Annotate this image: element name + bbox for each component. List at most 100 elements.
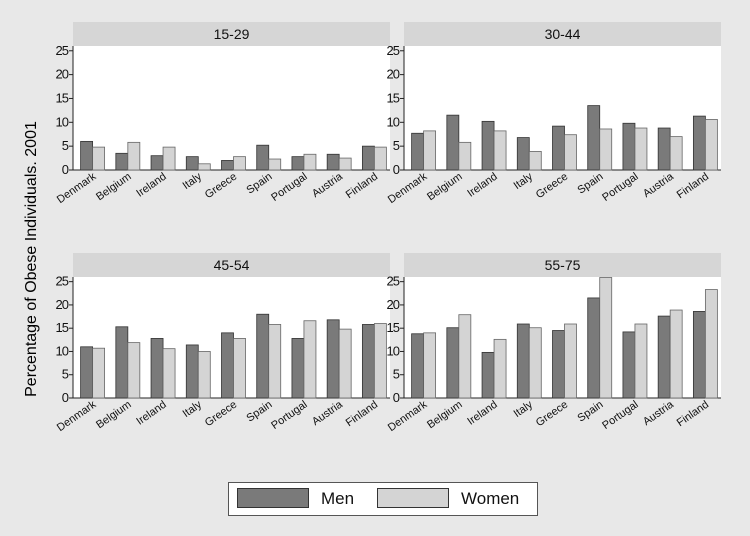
- x-tick-label: Austria: [641, 170, 677, 200]
- x-tick-label: Belgium: [94, 171, 133, 204]
- x-tick-label: Austria: [641, 398, 677, 428]
- bar-men-finland: [692, 115, 706, 171]
- y-tick-label: 25: [387, 43, 400, 58]
- bar-women-greece: [233, 156, 246, 171]
- bar-women-portugal: [634, 323, 648, 399]
- x-tick-label: Portugal: [600, 399, 640, 432]
- y-tick-label: 0: [393, 162, 400, 177]
- x-tick-label: Finland: [344, 171, 380, 202]
- bar-women-ireland: [493, 338, 507, 399]
- x-tick-label: Belgium: [425, 171, 464, 204]
- panel-header: [73, 22, 390, 46]
- bar-men-austria: [657, 315, 671, 399]
- bar-women-finland: [704, 289, 718, 399]
- bar-men-italy: [185, 156, 199, 171]
- bar-women-austria: [338, 157, 352, 171]
- y-tick-label: 5: [62, 367, 69, 382]
- bar-men-portugal: [622, 122, 636, 171]
- bar-women-belgium: [458, 314, 472, 399]
- bar-men-austria: [657, 127, 671, 171]
- x-tick-label: Greece: [534, 171, 570, 202]
- bar-women-greece: [564, 323, 577, 399]
- x-tick-label: Ireland: [465, 171, 499, 200]
- x-tick-label: Ireland: [134, 171, 168, 200]
- bar-men-finland: [692, 311, 706, 399]
- panel-title: 15-29: [214, 26, 250, 42]
- bar-women-ireland: [162, 348, 176, 399]
- bar-women-belgium: [127, 342, 141, 399]
- panel-title: 55-75: [545, 257, 581, 273]
- bar-men-ireland: [481, 120, 495, 171]
- y-tick-label: 0: [62, 162, 69, 177]
- legend-swatch-men: [237, 488, 309, 508]
- bar-women-spain: [268, 158, 282, 171]
- x-tick-label: Austria: [310, 398, 346, 428]
- y-tick-label: 10: [387, 343, 400, 358]
- bar-men-greece: [221, 332, 234, 399]
- bar-men-portugal: [622, 331, 636, 399]
- y-tick-label: 15: [56, 320, 69, 335]
- x-tick-label: Ireland: [465, 399, 499, 428]
- bar-women-italy: [197, 351, 211, 399]
- bar-men-finland: [361, 145, 375, 171]
- y-axis-label: Percentage of Obese Individuals. 2001: [23, 121, 40, 397]
- bar-women-portugal: [303, 320, 317, 399]
- bar-men-austria: [326, 153, 340, 171]
- bar-men-belgium: [446, 327, 460, 399]
- bar-women-greece: [564, 134, 577, 171]
- bar-women-finland: [373, 146, 387, 171]
- x-tick-label: Italy: [512, 398, 536, 420]
- y-tick-label: 10: [56, 114, 69, 129]
- y-tick-label: 20: [387, 67, 400, 82]
- bar-women-italy: [197, 163, 211, 171]
- bar-women-portugal: [303, 153, 317, 171]
- y-tick-label: 0: [393, 390, 400, 405]
- x-tick-label: Italy: [512, 170, 536, 192]
- bar-men-portugal: [291, 156, 305, 171]
- panel-header: [73, 253, 390, 277]
- bar-men-italy: [185, 344, 199, 399]
- bar-men-greece: [552, 330, 565, 399]
- bar-men-belgium: [115, 326, 129, 399]
- bar-men-denmark: [80, 140, 94, 171]
- bar-men-portugal: [291, 338, 305, 399]
- bar-men-austria: [326, 319, 340, 399]
- legend-label-women: Women: [461, 489, 520, 508]
- x-tick-label: Belgium: [425, 399, 464, 432]
- panel-title: 30-44: [545, 26, 581, 42]
- y-tick-label: 15: [387, 90, 400, 105]
- bar-men-denmark: [411, 132, 425, 171]
- bar-women-italy: [528, 327, 542, 399]
- x-tick-label: Belgium: [94, 399, 133, 432]
- x-tick-label: Finland: [675, 171, 711, 202]
- bar-women-finland: [704, 119, 718, 171]
- x-tick-label: Greece: [203, 171, 239, 202]
- x-tick-label: Ireland: [134, 399, 168, 428]
- bar-women-denmark: [423, 130, 437, 171]
- panel-title: 45-54: [214, 257, 250, 273]
- bar-women-austria: [669, 136, 683, 171]
- bar-women-spain: [599, 277, 613, 399]
- panel-header: [404, 253, 721, 277]
- x-tick-label: Greece: [203, 399, 239, 430]
- bar-men-belgium: [446, 114, 460, 171]
- x-tick-label: Portugal: [600, 171, 640, 204]
- bar-men-spain: [587, 105, 601, 171]
- legend-swatch-women: [377, 488, 449, 508]
- bar-women-portugal: [634, 127, 648, 171]
- y-tick-label: 25: [56, 274, 69, 289]
- panel-header: [404, 22, 721, 46]
- x-tick-label: Italy: [181, 170, 205, 192]
- bar-women-ireland: [162, 146, 176, 171]
- bar-women-denmark: [92, 146, 106, 171]
- x-tick-label: Finland: [675, 399, 711, 430]
- plot-area: [73, 46, 390, 170]
- bar-men-denmark: [80, 346, 94, 399]
- bar-women-greece: [233, 338, 246, 399]
- y-tick-label: 5: [393, 367, 400, 382]
- bar-women-spain: [599, 128, 613, 171]
- y-tick-label: 25: [56, 43, 69, 58]
- x-tick-label: Austria: [310, 170, 346, 200]
